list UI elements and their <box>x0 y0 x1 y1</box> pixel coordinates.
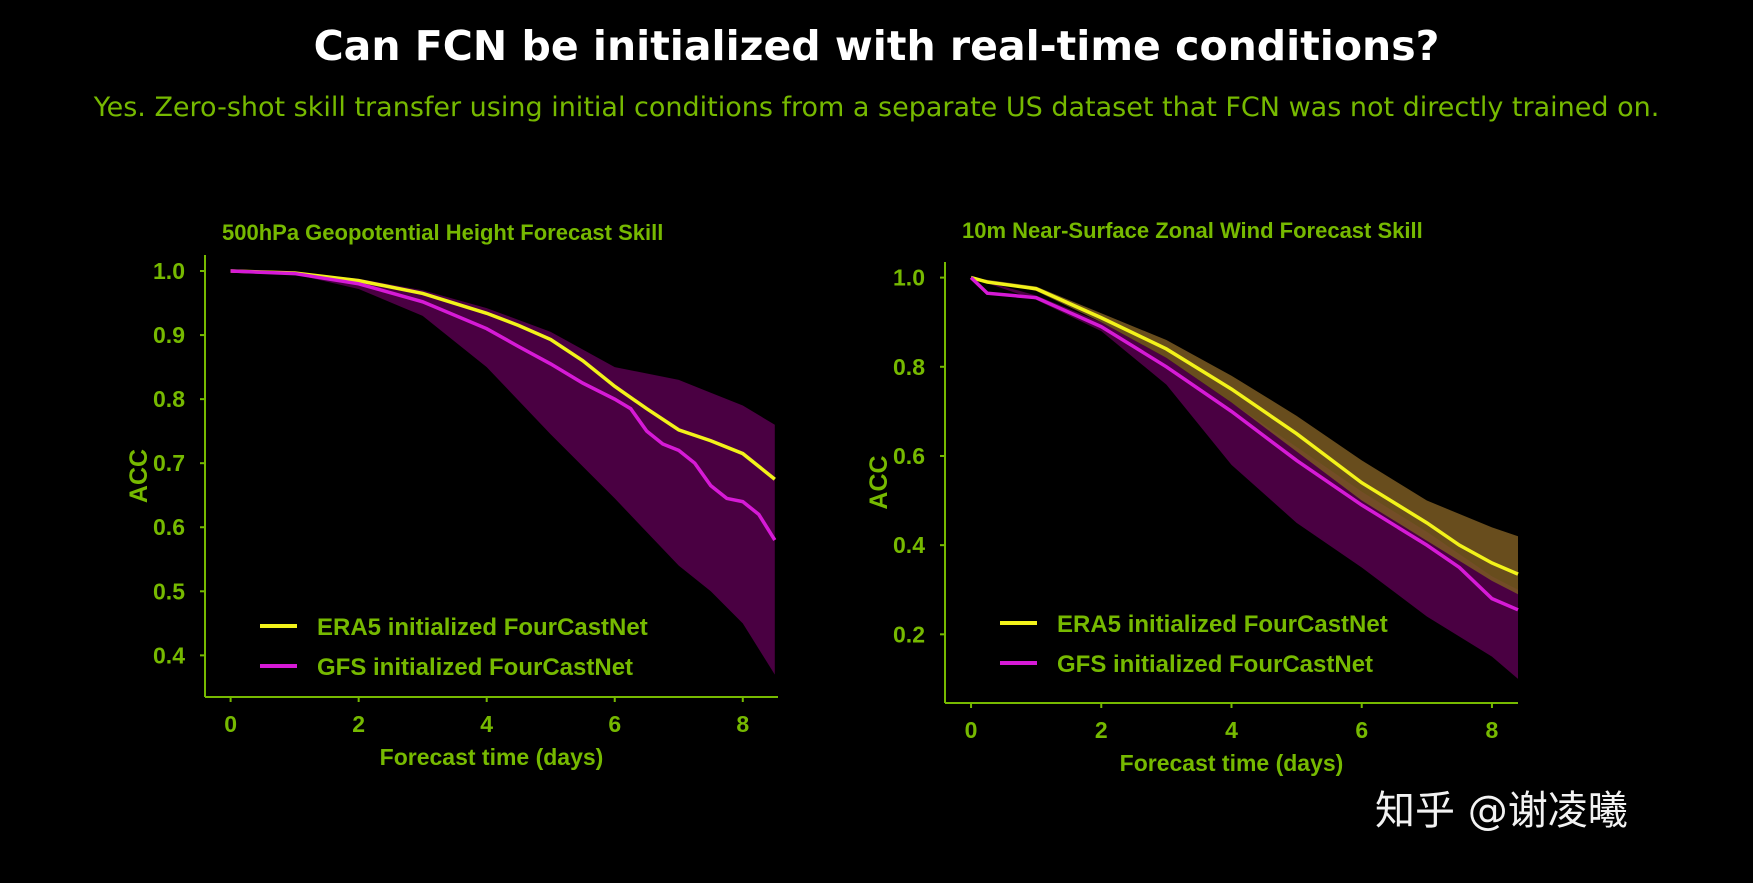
y-tick-label: 0.5 <box>153 578 185 604</box>
x-tick-label: 8 <box>736 711 749 737</box>
legend-label: ERA5 initialized FourCastNet <box>317 614 648 641</box>
x-axis-label: Forecast time (days) <box>380 744 604 770</box>
series-line-era5 <box>230 269 776 481</box>
slide-subtitle: Yes. Zero-shot skill transfer using init… <box>93 92 1660 123</box>
chart-2: 10m Near-Surface Zonal Wind Forecast Ski… <box>865 218 1519 776</box>
series-line-era5 <box>970 275 1519 576</box>
chart-1: 500hPa Geopotential Height Forecast Skil… <box>125 220 778 770</box>
legend-label: ERA5 initialized FourCastNet <box>1057 611 1388 638</box>
x-tick-label: 6 <box>1355 717 1368 743</box>
x-tick-label: 2 <box>352 711 365 737</box>
x-tick-label: 0 <box>965 717 978 743</box>
x-tick-label: 8 <box>1486 717 1499 743</box>
y-tick-label: 0.2 <box>893 621 925 647</box>
confidence-band <box>971 277 1518 595</box>
legend-label: GFS initialized FourCastNet <box>1057 651 1373 678</box>
series-line-gfs <box>969 276 1519 612</box>
y-axis-label: ACC <box>125 449 153 503</box>
slide-title: Can FCN be initialized with real-time co… <box>313 22 1440 70</box>
x-tick-label: 0 <box>224 711 237 737</box>
series-line-gfs <box>230 269 777 541</box>
y-tick-label: 0.8 <box>893 354 925 380</box>
chart-title: 500hPa Geopotential Height Forecast Skil… <box>222 220 663 245</box>
y-tick-label: 0.6 <box>153 514 185 540</box>
y-tick-label: 0.4 <box>893 532 925 558</box>
x-tick-label: 4 <box>1225 717 1238 743</box>
x-tick-label: 2 <box>1095 717 1108 743</box>
x-tick-label: 6 <box>608 711 621 737</box>
x-axis-label: Forecast time (days) <box>1120 750 1344 776</box>
confidence-band <box>230 271 775 675</box>
y-tick-label: 0.7 <box>153 450 185 476</box>
watermark: 知乎 @谢凌曦 <box>1375 788 1628 834</box>
confidence-band <box>971 277 1518 679</box>
y-tick-label: 1.0 <box>153 258 185 284</box>
legend-label: GFS initialized FourCastNet <box>317 654 633 681</box>
y-tick-label: 0.4 <box>153 642 185 668</box>
chart-title: 10m Near-Surface Zonal Wind Forecast Ski… <box>962 218 1423 243</box>
x-tick-label: 4 <box>480 711 493 737</box>
y-tick-label: 0.6 <box>893 443 925 469</box>
y-tick-label: 1.0 <box>893 265 925 291</box>
y-axis-label: ACC <box>865 455 893 509</box>
y-tick-label: 0.9 <box>153 322 185 348</box>
y-tick-label: 0.8 <box>153 386 185 412</box>
